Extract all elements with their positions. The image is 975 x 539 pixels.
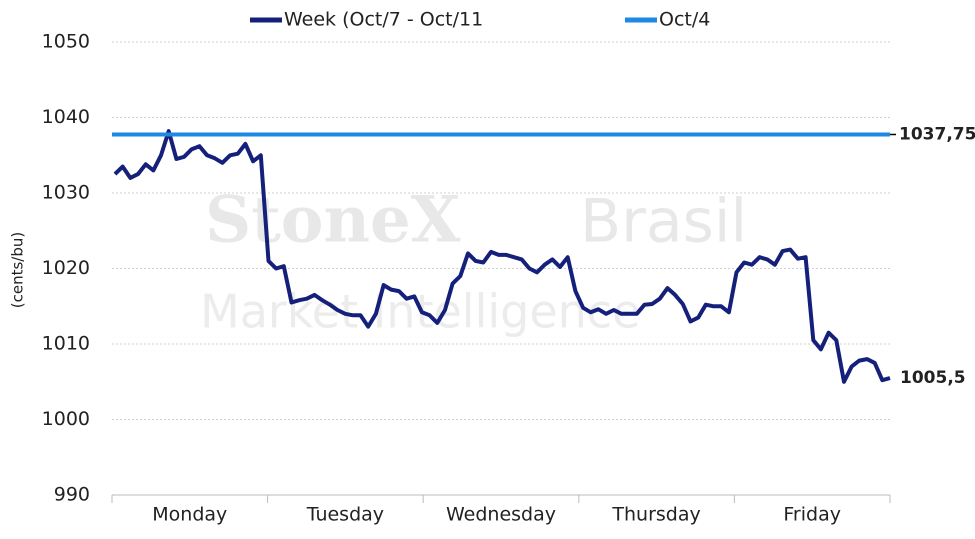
data-label: 1037,75	[899, 124, 975, 144]
x-tick-label: Tuesday	[306, 504, 384, 526]
y-tick-label: 990	[54, 484, 90, 506]
line-series	[113, 129, 891, 384]
data-label: 1005,5	[900, 368, 966, 388]
legend-label: Oct/4	[659, 9, 710, 31]
y-axis-label: (cents/bu)	[9, 232, 27, 308]
y-tick-label: 1040	[42, 106, 90, 128]
y-tick-label: 1030	[42, 182, 90, 204]
x-tick-label: Friday	[783, 504, 841, 526]
legend-label: Week (Oct/7 - Oct/11	[284, 9, 483, 31]
y-tick-label: 1010	[42, 333, 90, 355]
x-tick-label: Thursday	[611, 504, 700, 526]
y-tick-label: 1020	[42, 257, 90, 279]
y-tick-label: 1050	[42, 31, 90, 53]
watermark: StoneX	[205, 183, 461, 258]
y-tick-label: 1000	[42, 408, 90, 430]
x-tick-label: Wednesday	[446, 504, 556, 526]
watermark: Brasil	[580, 187, 747, 257]
x-tick-label: Monday	[152, 504, 227, 526]
